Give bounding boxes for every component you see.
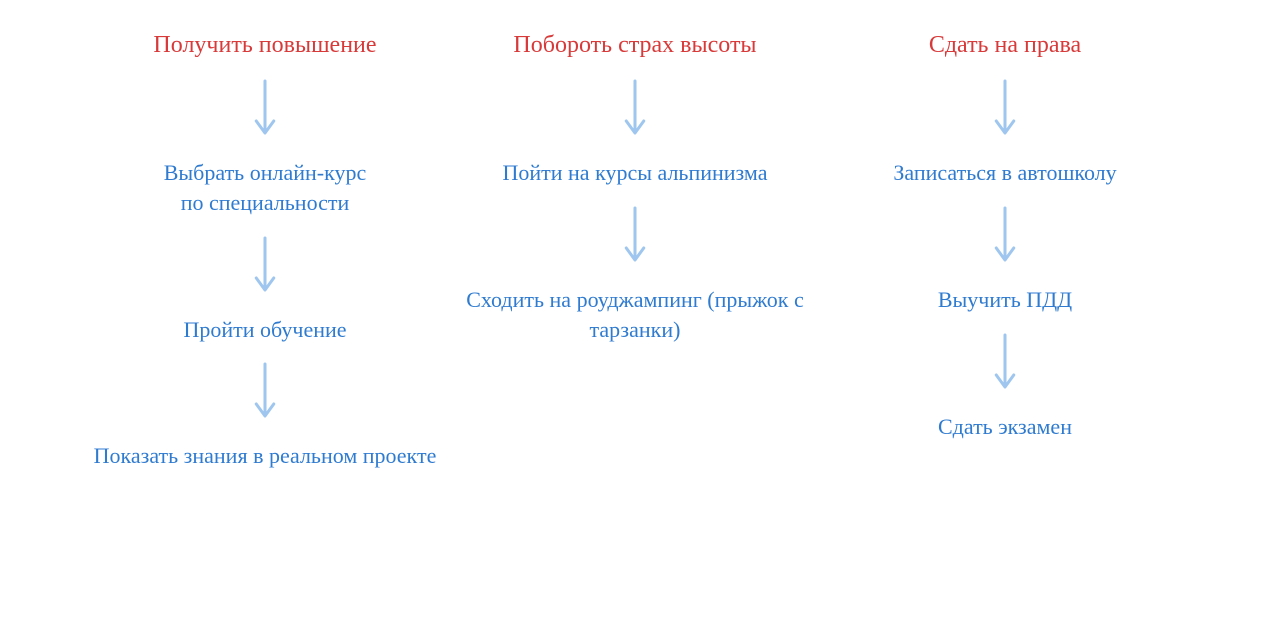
- arrow-down-icon: [990, 333, 1020, 394]
- step-2-2: Сходить на роуджампинг (прыжок с тарзанк…: [452, 285, 818, 344]
- goal-2: Побороть страх высоты: [513, 30, 756, 61]
- arrow-down-icon: [990, 79, 1020, 140]
- column-2: Побороть страх высоты Пойти на курсы аль…: [452, 30, 818, 344]
- arrow-down-icon: [620, 79, 650, 140]
- step-1-2: Пройти обучение: [183, 315, 346, 345]
- arrow-down-icon: [250, 236, 280, 297]
- step-1-1: Выбрать онлайн-курс по специальности: [82, 158, 448, 217]
- goal-1: Получить повышение: [153, 30, 376, 61]
- goal-3: Сдать на права: [929, 30, 1081, 61]
- step-3-2: Выучить ПДД: [938, 285, 1072, 315]
- column-3: Сдать на права Записаться в автошколу Вы…: [822, 30, 1188, 441]
- arrow-down-icon: [250, 362, 280, 423]
- column-1: Получить повышение Выбрать онлайн-курс п…: [82, 30, 448, 471]
- step-3-1: Записаться в автошколу: [893, 158, 1116, 188]
- arrow-down-icon: [990, 206, 1020, 267]
- step-3-3: Сдать экзамен: [938, 412, 1072, 442]
- arrow-down-icon: [620, 206, 650, 267]
- step-1-3: Показать знания в реальном проекте: [94, 441, 437, 471]
- step-2-1: Пойти на курсы альпинизма: [502, 158, 767, 188]
- arrow-down-icon: [250, 79, 280, 140]
